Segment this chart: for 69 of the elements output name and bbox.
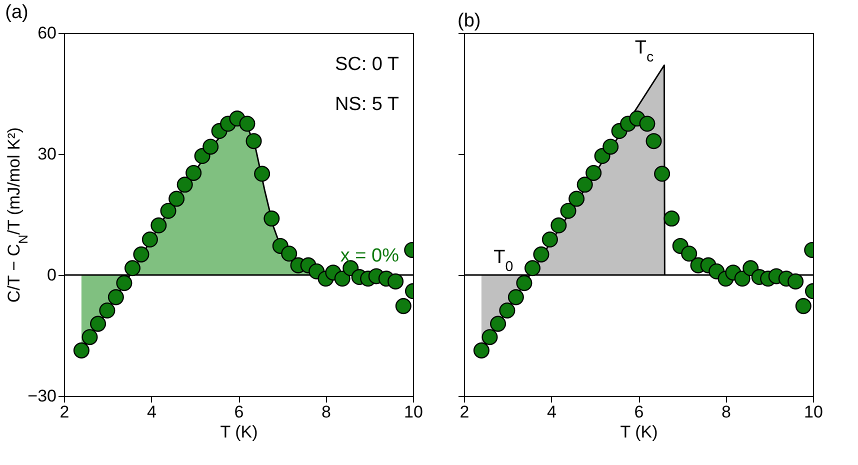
x-tick-label: 2 xyxy=(60,402,70,422)
point xyxy=(473,342,490,358)
point xyxy=(602,138,619,155)
point xyxy=(82,329,98,346)
point xyxy=(542,232,558,248)
point xyxy=(795,298,812,314)
point xyxy=(116,275,132,292)
point xyxy=(239,116,256,132)
y-tick-label: 0 xyxy=(47,266,56,284)
x-tick-label: 2 xyxy=(460,402,470,422)
x-tick-label: 8 xyxy=(722,402,731,422)
chart-title: (a) xyxy=(5,2,28,23)
point xyxy=(508,289,524,306)
point xyxy=(90,316,106,332)
chart-title: (b) xyxy=(458,10,481,32)
y-tick-label: −30 xyxy=(28,386,56,406)
x-axis-title: T (K) xyxy=(620,422,658,442)
x-tick-label: 6 xyxy=(634,402,644,422)
point xyxy=(202,138,219,155)
point xyxy=(533,246,550,262)
annotation: SC: 0 T xyxy=(334,54,400,75)
y-tick-label: 60 xyxy=(38,24,56,42)
point xyxy=(160,202,176,219)
annotation: T$_{c}$ xyxy=(634,37,654,66)
point xyxy=(654,166,670,182)
annotation: T$_{0}$ xyxy=(494,247,514,275)
point xyxy=(664,210,680,227)
point xyxy=(490,316,506,332)
point xyxy=(576,176,593,193)
x-tick-label: 8 xyxy=(322,402,331,422)
point xyxy=(142,232,158,248)
point xyxy=(334,270,350,287)
point xyxy=(482,329,498,346)
point xyxy=(586,164,602,181)
point xyxy=(176,176,193,193)
point xyxy=(388,273,404,290)
x-tick-label: 10 xyxy=(804,402,823,422)
point xyxy=(133,246,150,262)
x-tick-label: 4 xyxy=(147,402,156,422)
point xyxy=(264,210,280,227)
point xyxy=(568,190,585,207)
point xyxy=(168,190,185,207)
point xyxy=(395,298,412,314)
annotation: NS: 5 T xyxy=(334,94,400,115)
x-tick-label: 10 xyxy=(404,402,423,422)
point xyxy=(516,275,532,292)
point xyxy=(124,260,141,276)
x-tick-label: 6 xyxy=(234,402,244,422)
point xyxy=(639,116,656,132)
point xyxy=(108,289,124,306)
point xyxy=(150,217,167,234)
point xyxy=(788,273,804,290)
point xyxy=(281,246,298,262)
point xyxy=(73,342,90,358)
point xyxy=(646,133,662,150)
y-tick-label: 30 xyxy=(38,144,56,164)
point xyxy=(499,302,516,318)
point xyxy=(550,217,567,234)
point xyxy=(246,133,262,150)
series-label: x = 0% xyxy=(340,246,400,267)
point xyxy=(524,260,541,276)
point xyxy=(681,246,698,262)
x-axis-title: T (K) xyxy=(220,422,258,442)
point xyxy=(254,166,270,182)
point xyxy=(560,202,576,219)
point xyxy=(99,302,116,318)
point xyxy=(186,164,202,181)
x-tick-label: 4 xyxy=(547,402,556,422)
point xyxy=(734,270,750,287)
